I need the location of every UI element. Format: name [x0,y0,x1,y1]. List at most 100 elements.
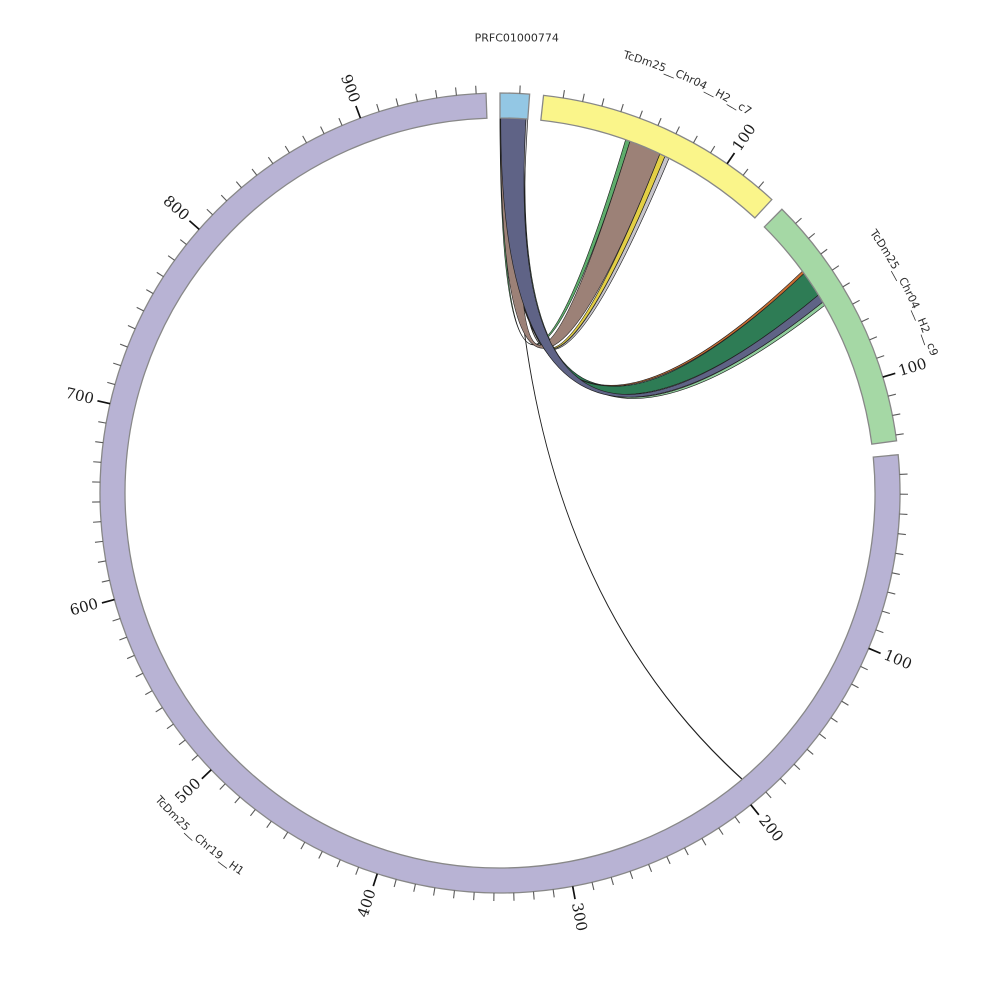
tick-minor [300,841,306,850]
tick-minor [355,866,360,875]
tick-minor [601,98,605,107]
tick-minor [765,791,772,799]
tick-minor [701,838,707,846]
tick-minor [887,591,896,595]
tick-minor [819,733,827,740]
tick-major [101,598,115,604]
tick-minor [453,890,456,899]
tick-minor [415,93,418,102]
tick-minor [135,672,144,678]
segment-label-TcDm25__Chr19__H1: TcDm25__Chr19__H1 [152,793,247,878]
segment-label-TcDm25__Chr04__H2__c9: TcDm25__Chr04__H2__c9 [867,226,941,357]
tick-minor [98,421,107,424]
tick-minor [806,748,814,755]
tick-minor [897,533,906,536]
tick-major [750,804,760,816]
tick-minor [220,194,228,202]
tick-minor [629,871,634,880]
segment-arc-TcDm25__Chr19__H1 [99,92,901,894]
tick-minor [455,87,457,96]
tick-minor [93,461,102,463]
tick-minor [562,90,565,99]
tick-minor [657,117,662,126]
tick-minor [742,168,749,176]
ribbons [499,117,826,780]
segment-label-TcDm25__Chr04__H2__c7: TcDm25__Chr04__H2__c7 [621,48,754,118]
tick-minor [892,413,901,416]
tick-minor [93,521,102,523]
tick-minor [112,617,121,622]
segment-arc-TcDm25__Chr04__H2__c7 [540,94,773,219]
tick-minor [145,690,153,696]
tick-minor [842,282,850,288]
tick-minor [251,168,258,176]
tick-minor [552,889,555,898]
ticks-TcDm25__Chr19__H1: 100 200 300 400 500 600 700 800 900 [64,72,915,933]
tick-minor [666,856,671,865]
tick-minor [591,882,595,891]
tick-minor [166,723,174,730]
tick-minor [179,239,187,245]
tick-minor [869,336,878,341]
tick-major [726,152,736,165]
tick-minor [710,145,716,154]
tick-minor [320,126,325,135]
tick-label-TcDm25__Chr04__H2__c7-100: 100 [729,120,760,154]
tick-minor [692,135,698,144]
tick-label-TcDm25__Chr19__H1-300: 300 [568,901,591,932]
tick-label-TcDm25__Chr19__H1-200: 200 [755,812,787,846]
tick-minor [167,255,175,261]
tick-minor [895,552,904,556]
tick-minor [318,851,323,859]
tick-minor [881,610,890,615]
tick-minor [283,831,289,840]
tick-minor [156,271,164,278]
tick-minor [250,809,256,817]
tick-minor [891,572,900,575]
tick-label-TcDm25__Chr19__H1-100: 100 [881,646,914,674]
tick-minor [267,156,274,165]
tick-minor [127,325,136,330]
tick-minor [393,879,397,888]
tick-minor [758,181,765,189]
tick-label-TcDm25__Chr19__H1-500: 500 [171,774,204,807]
tick-minor [113,362,121,367]
tick-major [201,769,212,780]
tick-minor [793,763,801,771]
segment-arc-TcDm25__Chr04__H2__c9 [763,208,898,445]
tick-minor [178,739,186,746]
tick-minor [831,265,840,271]
tick-minor [395,98,399,107]
tick-minor [532,891,535,900]
tick-minor [620,103,624,112]
tick-minor [861,317,869,323]
tick-minor [830,717,838,723]
tick-minor [336,859,341,868]
tick-minor [119,636,128,641]
tick-minor [473,892,475,901]
tick-minor [887,393,896,397]
tick-label-TcDm25__Chr19__H1-600: 600 [68,594,100,619]
tick-minor [639,110,643,119]
tick-major [868,647,881,655]
tick-minor [435,90,438,99]
tick-label-TcDm25__Chr19__H1-900: 900 [337,72,364,105]
tick-minor [119,343,128,348]
tick-minor [648,864,653,873]
tick-minor [433,887,436,896]
tick-minor [808,232,816,239]
tick-minor [146,289,154,295]
tick-minor [219,783,226,790]
tick-minor [266,820,272,829]
tick-major [882,372,896,378]
tick-minor [610,877,614,886]
tick-minor [876,355,885,359]
tick-label-TcDm25__Chr19__H1-800: 800 [160,192,193,224]
tick-minor [376,103,380,112]
tick-minor [860,665,868,671]
tick-minor [95,441,104,444]
tick-major [372,873,379,887]
tick-minor [235,181,242,189]
